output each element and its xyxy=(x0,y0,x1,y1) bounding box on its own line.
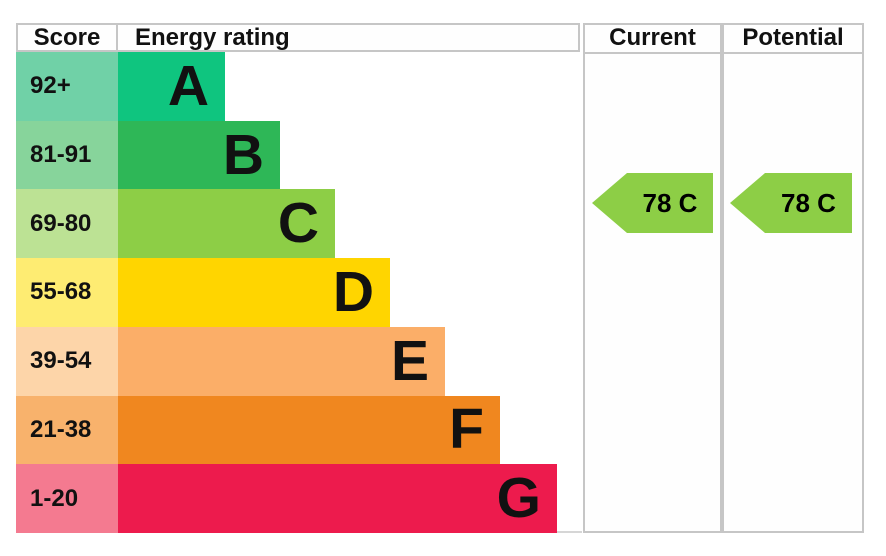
band-g-bar: G xyxy=(118,464,557,533)
band-b-bar: B xyxy=(118,120,280,190)
band-e-score-cell: 39-54 xyxy=(16,326,118,396)
potential-rating-arrow: 78 C xyxy=(730,173,852,233)
band-row-b: 81-91 B xyxy=(16,120,580,190)
band-g-score-cell: 1-20 xyxy=(16,464,118,533)
rating-table-header: Score Energy rating xyxy=(16,23,580,52)
band-row-c: 69-80 C xyxy=(16,189,580,259)
current-column-header: Current xyxy=(585,25,720,54)
potential-column: Potential 78 C xyxy=(722,23,864,533)
band-d-score-cell: 55-68 xyxy=(16,258,118,327)
band-row-d: 55-68 D xyxy=(16,258,580,327)
current-rating-arrow: 78 C xyxy=(592,173,713,233)
band-e-bar: E xyxy=(118,326,445,396)
band-d-bar: D xyxy=(118,258,390,327)
band-b-score-cell: 81-91 xyxy=(16,120,118,190)
band-f-score-cell: 21-38 xyxy=(16,395,118,465)
band-f-bar: F xyxy=(118,395,500,465)
band-row-e: 39-54 E xyxy=(16,326,580,396)
band-a-bar: A xyxy=(118,52,225,121)
rating-table: Score Energy rating 92+ A 81-91 B 69-80 … xyxy=(16,23,580,533)
band-row-a: 92+ A xyxy=(16,52,580,121)
current-column: Current 78 C xyxy=(583,23,722,533)
band-row-f: 21-38 F xyxy=(16,395,580,465)
band-a-score-cell: 92+ xyxy=(16,52,118,121)
band-c-score-cell: 69-80 xyxy=(16,189,118,259)
rating-bands: 92+ A 81-91 B 69-80 C 55-68 D 39-54 E 21… xyxy=(16,52,580,533)
potential-column-header: Potential xyxy=(724,25,862,54)
energy-rating-column-header: Energy rating xyxy=(135,24,290,51)
band-c-bar: C xyxy=(118,189,335,259)
band-row-g: 1-20 G xyxy=(16,464,580,533)
score-column-header: Score xyxy=(18,25,118,50)
